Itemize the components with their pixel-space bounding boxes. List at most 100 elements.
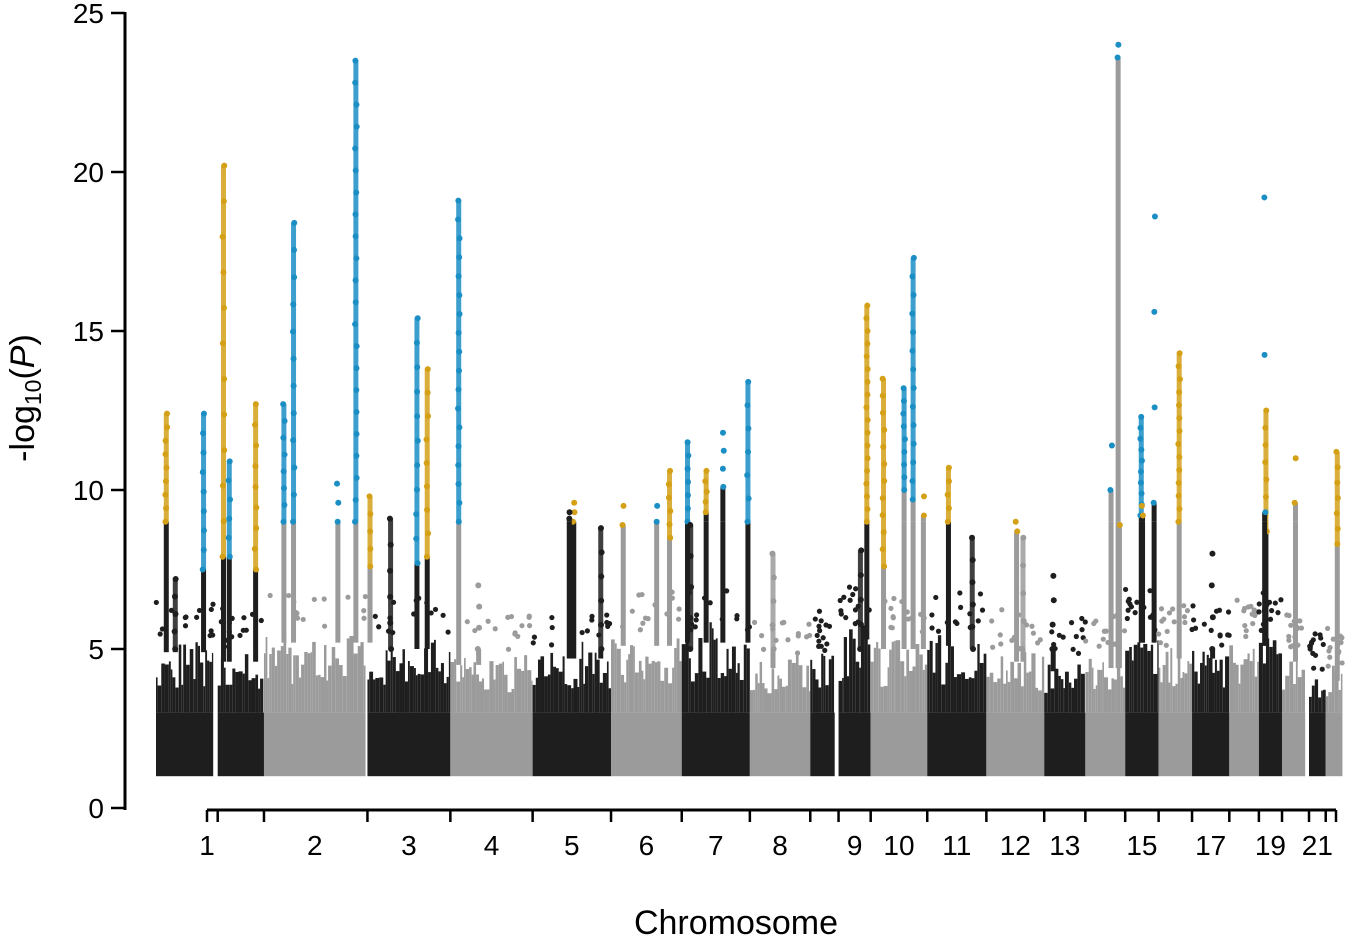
snp-spike bbox=[843, 637, 847, 713]
peak-column bbox=[414, 318, 420, 564]
snp-spike bbox=[1097, 669, 1101, 713]
snp-spike bbox=[1192, 650, 1195, 713]
chromosome-11-snp-cloud bbox=[838, 712, 871, 777]
snp-point bbox=[240, 627, 246, 633]
snp-spike bbox=[1111, 678, 1115, 713]
peak-stem bbox=[620, 524, 626, 646]
snp-spike bbox=[645, 656, 649, 713]
snp-point bbox=[362, 593, 368, 600]
snp-spike bbox=[581, 641, 584, 713]
snp-spike bbox=[1103, 677, 1109, 713]
snp-point bbox=[1068, 620, 1075, 626]
snp-point bbox=[519, 623, 525, 629]
snp-spike bbox=[443, 683, 447, 713]
snp-point bbox=[905, 616, 911, 622]
snp-peak-point bbox=[474, 646, 481, 652]
snp-point bbox=[846, 584, 853, 590]
snp-spike bbox=[787, 659, 792, 713]
snp-spike bbox=[357, 646, 361, 713]
snp-point bbox=[1009, 637, 1015, 643]
peak-column bbox=[910, 257, 916, 500]
snp-spike bbox=[338, 665, 343, 713]
snp-spike bbox=[558, 671, 563, 713]
snp-spike bbox=[1058, 675, 1061, 713]
chromosome-14-snp-cloud bbox=[986, 712, 1045, 777]
chromosome-1-snp-cloud bbox=[156, 712, 214, 777]
snp-spike bbox=[310, 652, 313, 713]
y-tick-label-0: 0 bbox=[88, 793, 104, 824]
snp-spike bbox=[1257, 661, 1259, 713]
snp-peak-point bbox=[1209, 614, 1216, 621]
snp-spike bbox=[1006, 670, 1008, 713]
peak-stem bbox=[920, 521, 926, 649]
snp-spike bbox=[1133, 644, 1138, 713]
snp-point bbox=[1312, 652, 1319, 658]
snp-point bbox=[505, 646, 512, 652]
peak-stem bbox=[220, 556, 226, 662]
snp-point bbox=[605, 623, 611, 629]
snp-spike bbox=[846, 676, 850, 713]
snp-spike bbox=[1252, 648, 1255, 713]
snp-point bbox=[237, 632, 243, 639]
snp-spike bbox=[1262, 663, 1266, 713]
snp-point bbox=[1325, 663, 1331, 669]
snp-point bbox=[822, 647, 828, 654]
snp-point bbox=[1288, 644, 1294, 650]
snp-spike bbox=[749, 690, 754, 713]
snp-point bbox=[693, 617, 699, 623]
snp-spike bbox=[626, 659, 629, 713]
snp-spike bbox=[1085, 672, 1089, 713]
snp-point bbox=[824, 641, 830, 647]
snp-spike bbox=[709, 622, 712, 713]
snp-point bbox=[1225, 632, 1231, 638]
snp-point bbox=[1189, 626, 1195, 633]
snp-spike bbox=[867, 644, 871, 713]
snp-point bbox=[1217, 633, 1223, 639]
snp-spike bbox=[633, 646, 635, 713]
snp-spike bbox=[947, 639, 951, 713]
snp-spike bbox=[1143, 643, 1148, 713]
snp-spike bbox=[1172, 686, 1176, 713]
snp-spike bbox=[1229, 645, 1234, 713]
snp-spike bbox=[229, 684, 233, 713]
snp-spike bbox=[183, 644, 187, 713]
snp-point bbox=[1079, 615, 1085, 622]
peak-column bbox=[367, 496, 373, 567]
snp-spike bbox=[260, 678, 264, 713]
snp-spike bbox=[735, 672, 738, 713]
snp-spike bbox=[878, 648, 881, 713]
snp-spike bbox=[849, 629, 853, 713]
snp-point bbox=[196, 607, 203, 614]
y-ticks: 0 5 10 15 20 25 bbox=[73, 0, 125, 824]
snp-spike bbox=[479, 681, 482, 713]
snp-point bbox=[1298, 625, 1305, 631]
peak-stem bbox=[1050, 649, 1056, 672]
snp-spike bbox=[1318, 697, 1322, 713]
snp-spike bbox=[232, 668, 236, 713]
snp-spike bbox=[831, 655, 835, 713]
snp-spike bbox=[1184, 673, 1188, 713]
snp-point bbox=[1083, 638, 1089, 644]
snp-spike bbox=[720, 673, 725, 713]
snp-point bbox=[1307, 644, 1313, 650]
snp-peak-point bbox=[335, 499, 342, 506]
snp-spike bbox=[634, 672, 639, 713]
snp-spike bbox=[1247, 653, 1250, 713]
snp-spike bbox=[919, 654, 923, 713]
snp-spike bbox=[267, 678, 270, 713]
snp-spike bbox=[685, 640, 689, 713]
snp-spike bbox=[407, 660, 410, 713]
snp-point bbox=[1171, 619, 1177, 625]
snp-spike bbox=[945, 662, 948, 713]
snp-spike bbox=[186, 664, 190, 713]
snp-point bbox=[812, 616, 818, 622]
snp-spike bbox=[679, 661, 682, 713]
snp-point bbox=[584, 628, 590, 634]
snp-spike bbox=[420, 674, 425, 713]
snp-point bbox=[258, 617, 264, 624]
snp-spike bbox=[927, 649, 930, 713]
snp-spike bbox=[1258, 642, 1263, 713]
snp-spike bbox=[540, 656, 545, 713]
snp-spike bbox=[688, 658, 691, 713]
snp-peak-point bbox=[1292, 455, 1299, 462]
